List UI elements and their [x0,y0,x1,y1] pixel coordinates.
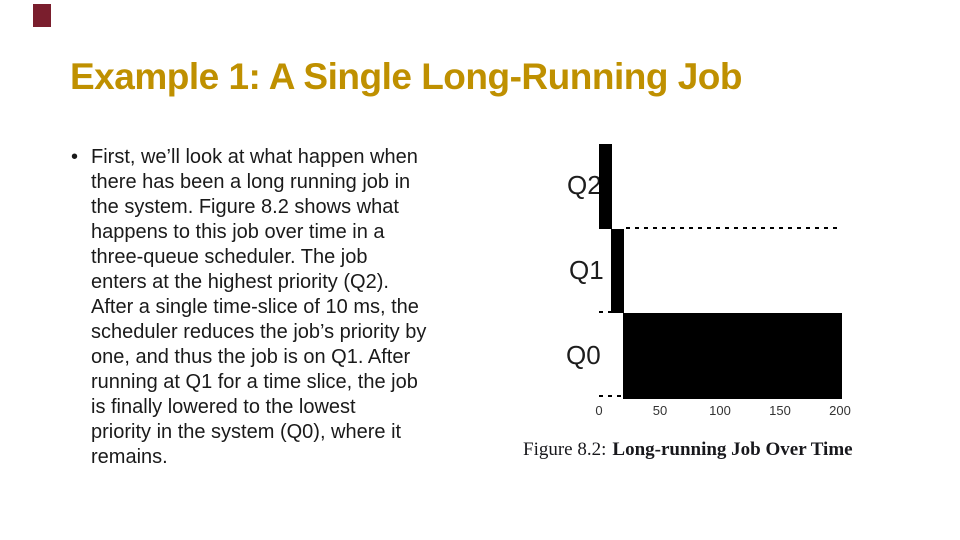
x-tick-50: 50 [652,403,668,418]
bullet-text: First, we’ll look at what happen when th… [91,146,427,468]
q1-baseline-dashed [599,311,612,313]
figure-caption: Figure 8.2: Long-running Job Over Time [523,439,853,461]
q0-run-bar [623,313,842,399]
x-tick-0: 0 [595,403,603,418]
queue-label-q1: Q1 [569,255,604,285]
q2-run-bar [599,144,612,229]
q1-run-bar [611,229,624,313]
x-tick-150: 150 [769,403,791,418]
bullet-marker: • [71,146,79,168]
x-tick-200: 200 [829,403,851,418]
accent-square [33,4,51,27]
x-tick-100: 100 [709,403,731,418]
queue-label-q2: Q2 [567,170,602,200]
bullet-item: • First, we’ll look at what happen when … [71,145,531,470]
q2-baseline-dashed [626,227,838,229]
queue-label-q0: Q0 [566,340,601,370]
figure-caption-prefix: Figure 8.2: [523,439,607,460]
page-title: Example 1: A Single Long-Running Job [70,56,743,97]
figure-caption-title: Long-running Job Over Time [612,439,853,460]
q0-baseline-dashed [599,395,622,397]
